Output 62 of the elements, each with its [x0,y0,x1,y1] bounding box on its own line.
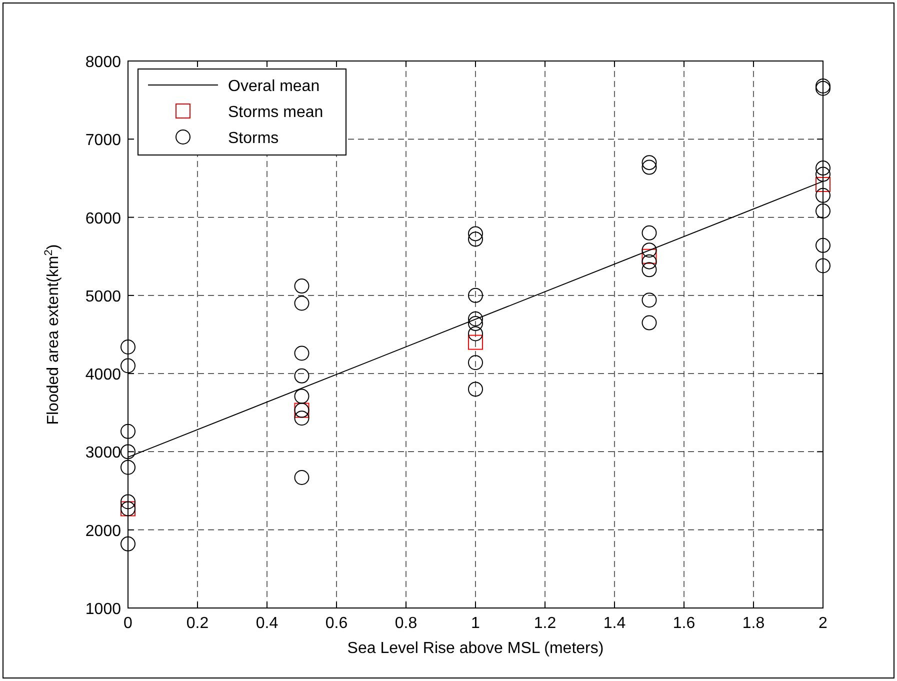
legend-label: Storms mean [228,104,324,121]
point [468,355,483,370]
legend-label: Storms [228,130,279,147]
point [468,382,483,397]
point [816,166,830,182]
point [816,160,830,176]
point [120,536,136,552]
point [468,226,483,242]
x-tick-label: 1.6 [672,615,696,632]
y-tick-label: 3000 [85,444,122,462]
x-tick-label: 0 [124,615,133,632]
y-tick-label: 8000 [85,54,122,71]
point [816,204,830,219]
point [816,258,830,274]
point [294,278,310,294]
point [816,176,830,192]
point [642,292,657,308]
x-tick-label: 0.4 [256,615,278,632]
point [642,160,657,175]
y-tick-label: 1000 [85,601,122,618]
point [294,368,310,384]
point [642,155,657,170]
point [642,248,657,264]
point [294,346,310,361]
x-tick-label: 0.8 [394,615,418,632]
point [642,225,657,240]
point [642,242,657,258]
point [642,262,657,278]
y-tick-label: 7000 [85,132,122,150]
legend-label: Overal mean [228,78,320,95]
point [294,296,310,311]
point [294,470,310,485]
x-tick-label: 2 [818,615,828,632]
x-tick-label: 1.8 [742,615,765,632]
point [468,316,483,332]
point [120,494,136,510]
point [816,238,830,253]
y-tick-label: 6000 [85,210,122,228]
x-tick-label: 0.2 [186,615,209,632]
y-tick-label: 2000 [85,522,122,540]
x-tick-label: 1 [471,615,480,632]
point [294,410,310,426]
point [468,232,483,247]
point [120,444,136,460]
point [468,311,483,326]
x-axis-title: Sea Level Rise above MSL (meters) [347,640,604,657]
x-tick-label: 1.4 [603,615,626,632]
point [294,388,310,404]
point [468,326,483,342]
y-tick-label: 4000 [85,366,122,384]
point [120,460,136,475]
point [468,288,483,303]
point [468,334,483,350]
point [816,188,830,203]
y-tick-label: 5000 [85,288,122,306]
x-tick-label: 0.6 [325,615,348,632]
point [120,340,136,355]
point [120,358,136,374]
point [120,424,136,439]
x-tick-label: 1.2 [534,615,556,632]
point [642,254,657,270]
point [642,315,657,330]
